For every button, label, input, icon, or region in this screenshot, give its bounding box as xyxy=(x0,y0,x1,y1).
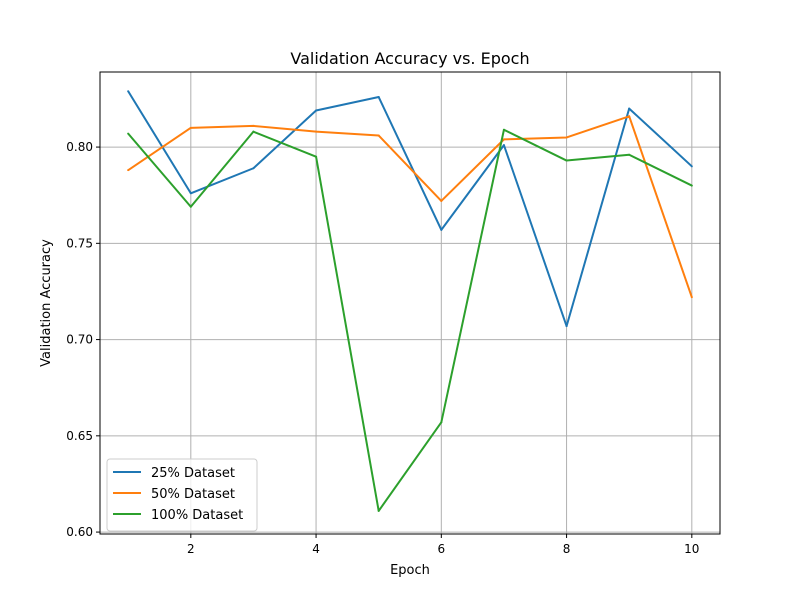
legend-box xyxy=(106,458,258,532)
data-point-100-dataset xyxy=(189,205,192,208)
data-point-25-dataset xyxy=(502,144,505,147)
data-point-50-dataset xyxy=(690,296,693,299)
chart-title: Validation Accuracy vs. Epoch xyxy=(290,49,529,68)
y-axis-label: Validation Accuracy xyxy=(39,239,54,367)
data-point-25-dataset xyxy=(252,167,255,170)
legend-label: 100% Dataset xyxy=(151,508,243,523)
series-line-100-dataset xyxy=(127,128,693,512)
data-point-100-dataset xyxy=(252,130,255,133)
legend-label: 25% Dataset xyxy=(151,466,235,481)
data-point-50-dataset xyxy=(127,169,130,172)
data-point-50-dataset xyxy=(189,126,192,129)
data-point-100-dataset xyxy=(690,184,693,187)
data-point-25-dataset xyxy=(628,107,631,110)
data-point-25-dataset xyxy=(565,325,568,328)
x-tick-label: 2 xyxy=(187,542,195,556)
series-line-50-dataset xyxy=(127,115,693,298)
x-tick-label: 4 xyxy=(312,542,320,556)
data-point-50-dataset xyxy=(377,134,380,137)
y-tick-label: 0.80 xyxy=(66,140,93,154)
y-tick-label: 0.60 xyxy=(66,525,93,539)
y-tick-label: 0.70 xyxy=(66,333,93,347)
plot-frame xyxy=(99,71,721,535)
data-point-25-dataset xyxy=(127,90,130,93)
series-line-25-dataset xyxy=(127,90,693,328)
legend: 25% Dataset 50% Dataset 100% Dataset xyxy=(106,458,258,532)
data-point-100-dataset xyxy=(502,128,505,131)
data-point-25-dataset xyxy=(440,228,443,231)
data-point-50-dataset xyxy=(252,124,255,127)
data-point-50-dataset xyxy=(315,130,318,133)
x-tick-label: 10 xyxy=(684,542,699,556)
y-tick-label: 0.75 xyxy=(66,236,93,250)
data-point-50-dataset xyxy=(565,136,568,139)
data-point-25-dataset xyxy=(189,192,192,195)
data-point-50-dataset xyxy=(440,199,443,202)
data-point-100-dataset xyxy=(628,153,631,156)
data-point-100-dataset xyxy=(315,155,318,158)
data-point-25-dataset xyxy=(315,109,318,112)
tick-layer: 2 4 6 8 10 0.60 0.65 0.70 0.75 0.80 xyxy=(66,140,699,556)
data-point-100-dataset xyxy=(440,421,443,424)
series-layer xyxy=(127,90,693,512)
grid-layer xyxy=(100,72,720,534)
data-point-25-dataset xyxy=(690,165,693,168)
legend-label: 50% Dataset xyxy=(151,487,235,502)
data-point-100-dataset xyxy=(377,509,380,512)
x-tick-label: 6 xyxy=(437,542,445,556)
y-tick-label: 0.65 xyxy=(66,429,93,443)
x-axis-label: Epoch xyxy=(390,563,430,578)
x-tick-label: 8 xyxy=(563,542,571,556)
data-point-100-dataset xyxy=(127,132,130,135)
data-point-50-dataset xyxy=(502,138,505,141)
data-point-50-dataset xyxy=(628,115,631,118)
data-point-100-dataset xyxy=(565,159,568,162)
data-point-25-dataset xyxy=(377,96,380,99)
